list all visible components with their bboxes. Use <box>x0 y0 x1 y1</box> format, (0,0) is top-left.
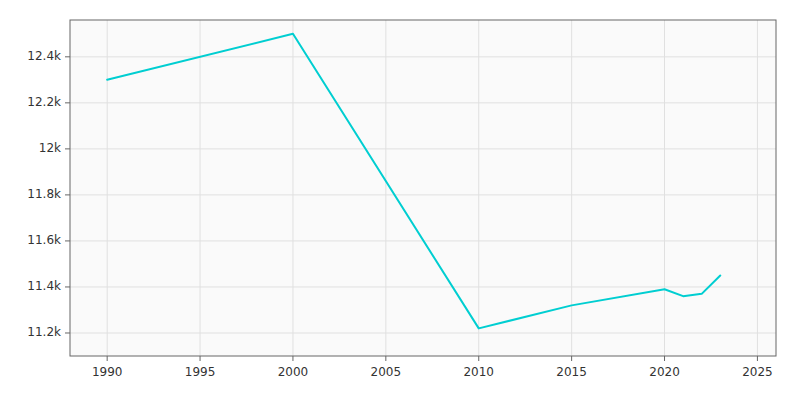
chart: 11.2k 11.4k 11.6k 11.8k 12k 12.2k 12.4k 1990 199… <box>0 0 800 400</box>
grid-line <box>107 20 108 356</box>
grid-line <box>70 148 776 149</box>
tick-mark <box>200 356 201 361</box>
grid-line <box>385 20 386 356</box>
grid-line <box>70 194 776 195</box>
grid <box>70 20 776 356</box>
tick-label: 2015 <box>556 365 587 379</box>
tick-label: 11.8k <box>27 187 61 201</box>
tick-mark <box>65 240 70 241</box>
plot-frame <box>70 20 776 356</box>
data-layer <box>107 34 720 329</box>
tick-label: 2000 <box>278 365 309 379</box>
grid-line <box>478 20 479 356</box>
tick-label: 2020 <box>649 365 680 379</box>
tick-mark <box>65 148 70 149</box>
tick-label: 12k <box>39 141 61 155</box>
tick-label: 12.2k <box>27 95 61 109</box>
axes: 11.2k 11.4k 11.6k 11.8k 12k 12.2k 12.4k 1990 199… <box>27 49 772 379</box>
chart-container: 11.2k 11.4k 11.6k 11.8k 12k 12.2k 12.4k 1990 199… <box>0 0 800 400</box>
grid-line <box>664 20 665 356</box>
tick-mark <box>664 356 665 361</box>
grid-line <box>70 56 776 57</box>
tick-label: 1990 <box>92 365 123 379</box>
grid-line <box>200 20 201 356</box>
grid-line <box>70 102 776 103</box>
tick-mark <box>65 102 70 103</box>
grid-line <box>292 20 293 356</box>
tick-label: 11.6k <box>27 233 61 247</box>
tick-label: 2010 <box>463 365 494 379</box>
tick-label: 12.4k <box>27 49 61 63</box>
tick-label: 11.4k <box>27 279 61 293</box>
plot-area <box>70 20 776 356</box>
data-line <box>107 34 720 329</box>
tick-mark <box>65 332 70 333</box>
grid-line <box>70 332 776 333</box>
tick-label: 11.2k <box>27 325 61 339</box>
tick-mark <box>65 286 70 287</box>
tick-label: 1995 <box>185 365 216 379</box>
tick-label: 2005 <box>371 365 402 379</box>
tick-mark <box>571 356 572 361</box>
tick-mark <box>478 356 479 361</box>
tick-mark <box>65 56 70 57</box>
tick-mark <box>292 356 293 361</box>
tick-label: 2025 <box>742 365 773 379</box>
tick-mark <box>385 356 386 361</box>
tick-mark <box>65 194 70 195</box>
tick-mark <box>107 356 108 361</box>
grid-line <box>757 20 758 356</box>
tick-mark <box>757 356 758 361</box>
grid-line <box>70 286 776 287</box>
